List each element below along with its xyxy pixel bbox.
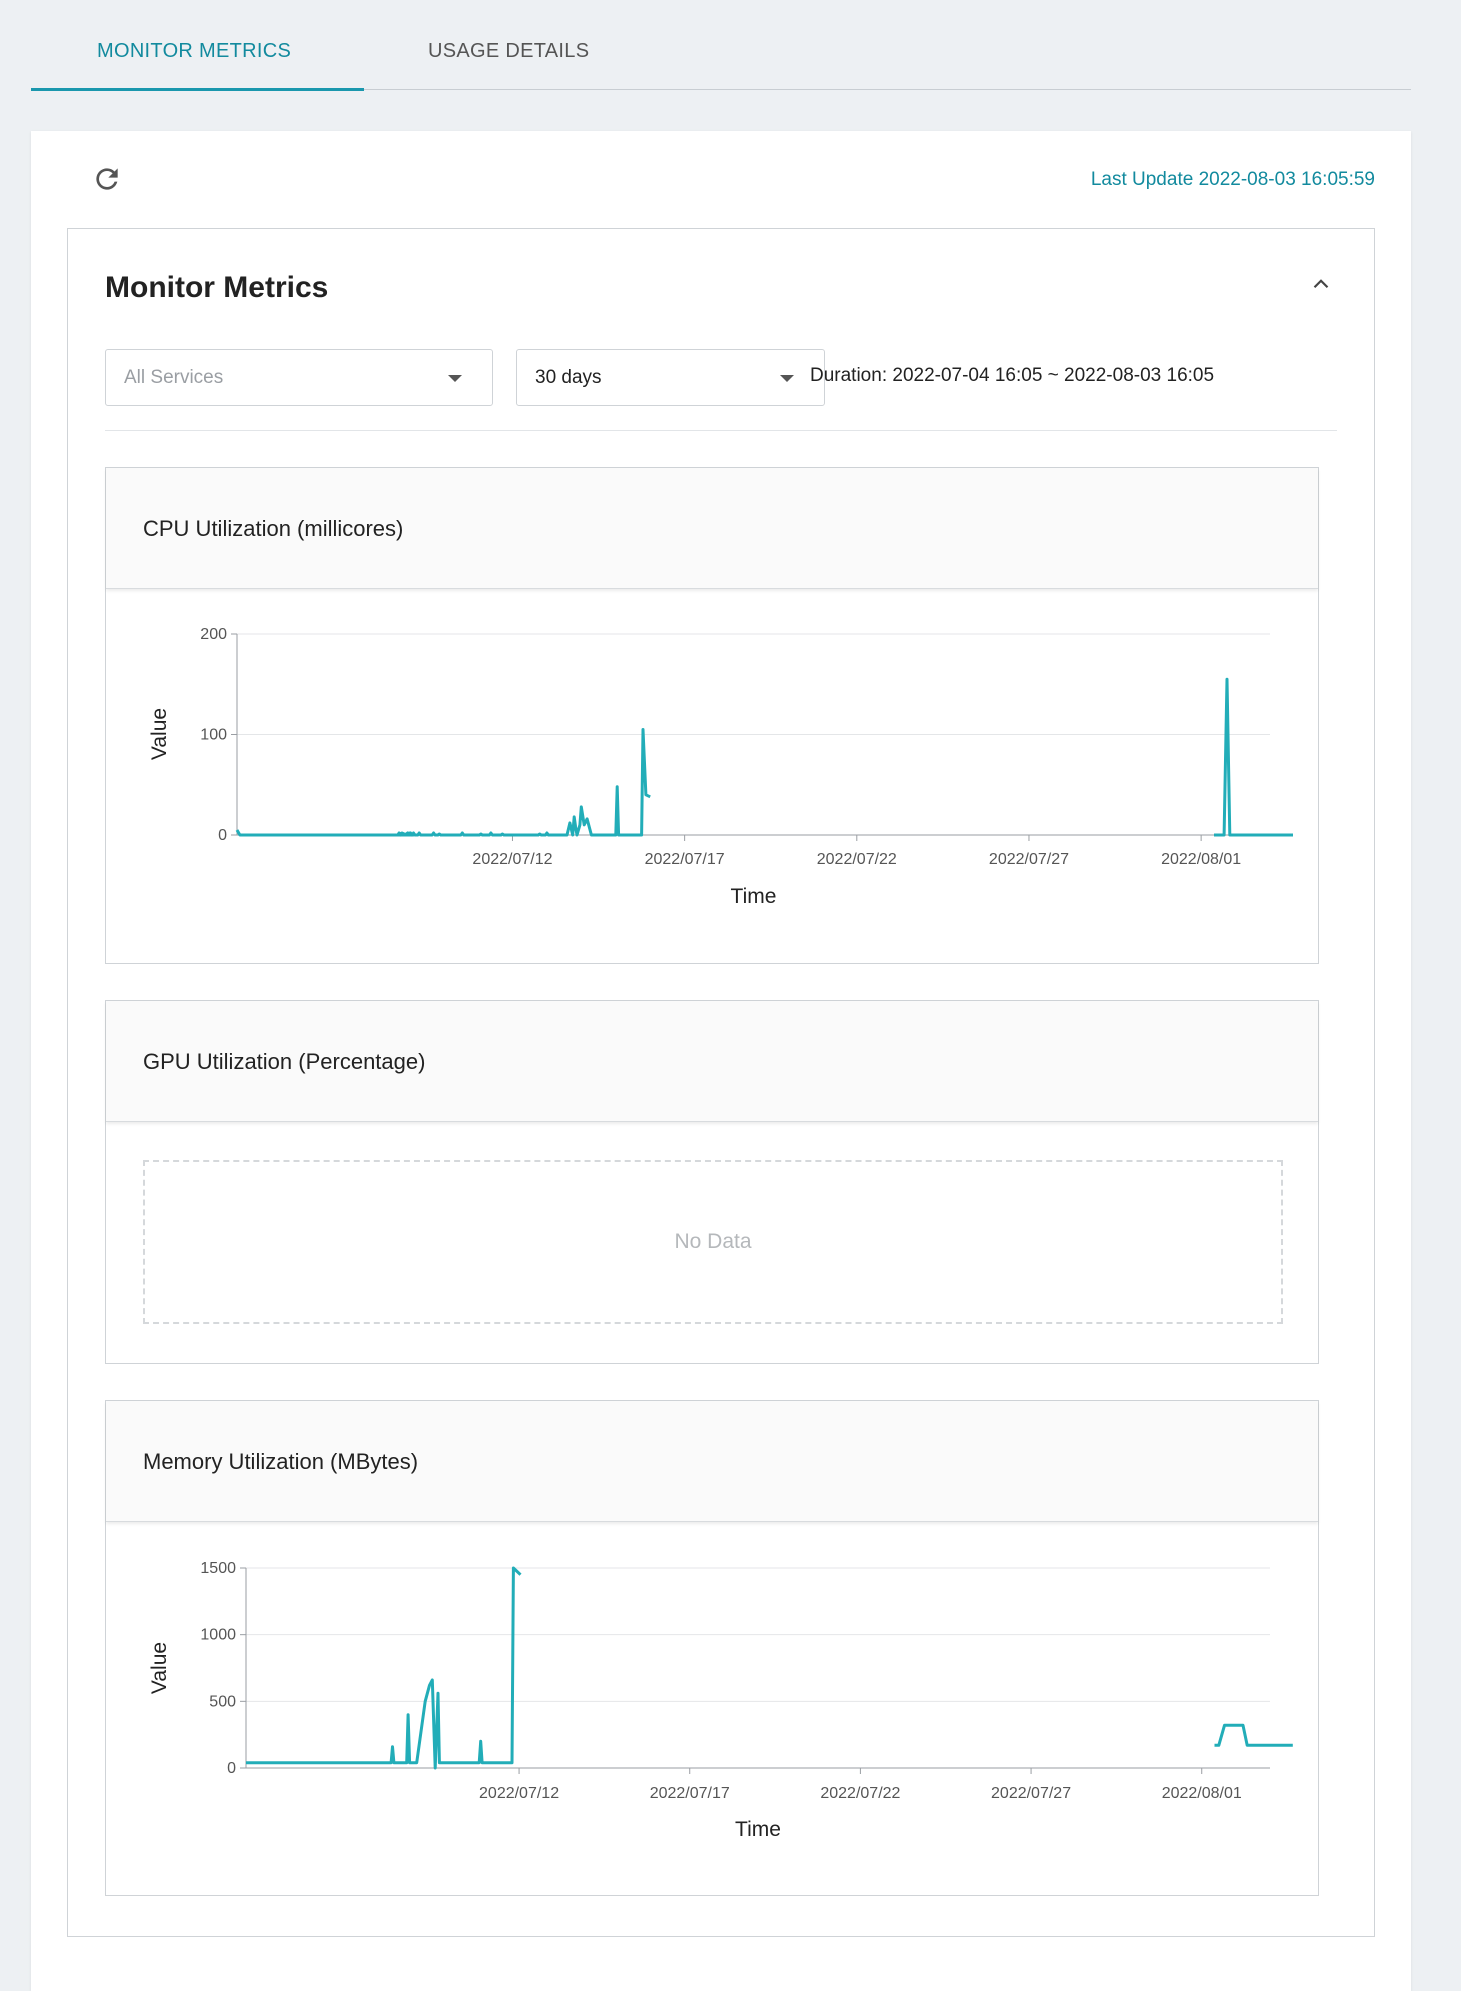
x-tick-label: 2022/07/17 [645,851,725,868]
last-update-text: Last Update 2022-08-03 16:05:59 [1090,169,1375,190]
x-tick-label: 2022/07/17 [650,1785,730,1802]
x-tick-label: 2022/08/01 [1162,1785,1242,1802]
time-range-select[interactable]: 30 days [516,349,825,406]
memory-chart-header: Memory Utilization (MBytes) [106,1401,1318,1522]
caret-down-icon [448,375,462,382]
series-line-0 [246,1566,522,1770]
y-tick-label: 0 [227,1760,236,1777]
x-tick-label: 2022/07/12 [472,851,552,868]
x-tick-label: 2022/07/22 [820,1785,900,1802]
refresh-icon[interactable] [91,163,123,195]
active-tab-indicator [31,88,364,91]
y-tick-label: 1000 [200,1627,236,1644]
y-axis-label: Value [148,708,171,760]
tab-usage-details[interactable]: USAGE DETAILS [428,40,590,62]
chevron-up-icon[interactable] [1308,271,1334,297]
y-tick-label: 500 [209,1693,236,1710]
x-tick-label: 2022/07/27 [991,1785,1071,1802]
service-select-value: All Services [124,367,224,388]
service-select[interactable]: All Services [105,349,493,406]
cpu-chart-title: CPU Utilization (millicores) [143,516,404,541]
memory-chart: 0 500 1000 1500 2022/07/12 2022/07/17 2022/07/… [148,1560,1293,1841]
monitor-metrics-panel: Monitor Metrics All Services 30 days Dur… [67,228,1375,1937]
x-tick-label: 2022/07/22 [817,851,897,868]
y-tick-label: 100 [200,727,227,744]
tab-bar: MONITOR METRICS USAGE DETAILS [31,0,1411,91]
y-axis-label: Value [148,1642,171,1694]
gpu-chart-header: GPU Utilization (Percentage) [106,1001,1318,1122]
y-tick-label: 0 [218,827,227,844]
series-line-0 [235,728,651,837]
memory-chart-title: Memory Utilization (MBytes) [143,1449,419,1474]
tab-monitor-metrics[interactable]: MONITOR METRICS [97,40,292,62]
duration-text: Duration: 2022-07-04 16:05 ~ 2022-08-03 … [810,365,1215,386]
gpu-chart-card: GPU Utilization (Percentage) No Data [105,1000,1319,1364]
time-range-value: 30 days [535,367,602,388]
metrics-card: Last Update 2022-08-03 16:05:59 Monitor … [31,131,1411,1991]
cpu-chart: 0 100 200 2022/07/12 2022/07/17 2022/07/22 202… [148,626,1293,908]
no-data-text: No Data [674,1230,752,1253]
cpu-chart-header: CPU Utilization (millicores) [106,468,1318,589]
y-tick-label: 200 [200,626,227,643]
x-axis-label: Time [731,885,777,908]
x-axis-label: Time [735,1818,781,1841]
series-line-1 [1214,1723,1293,1747]
panel-title: Monitor Metrics [105,271,329,304]
x-tick-label: 2022/07/12 [479,1785,559,1802]
cpu-chart-card: CPU Utilization (millicores) 0 100 200 2022… [105,467,1319,964]
gpu-chart-title: GPU Utilization (Percentage) [143,1049,426,1074]
memory-chart-card: Memory Utilization (MBytes) 0 500 1000 1500… [105,1400,1319,1896]
caret-down-icon [780,375,794,382]
x-tick-label: 2022/07/27 [989,851,1069,868]
y-tick-label: 1500 [200,1560,236,1577]
divider [105,430,1337,431]
x-tick-label: 2022/08/01 [1161,851,1241,868]
series-line-1 [1214,677,1293,837]
gpu-no-data-placeholder: No Data [143,1160,1283,1324]
